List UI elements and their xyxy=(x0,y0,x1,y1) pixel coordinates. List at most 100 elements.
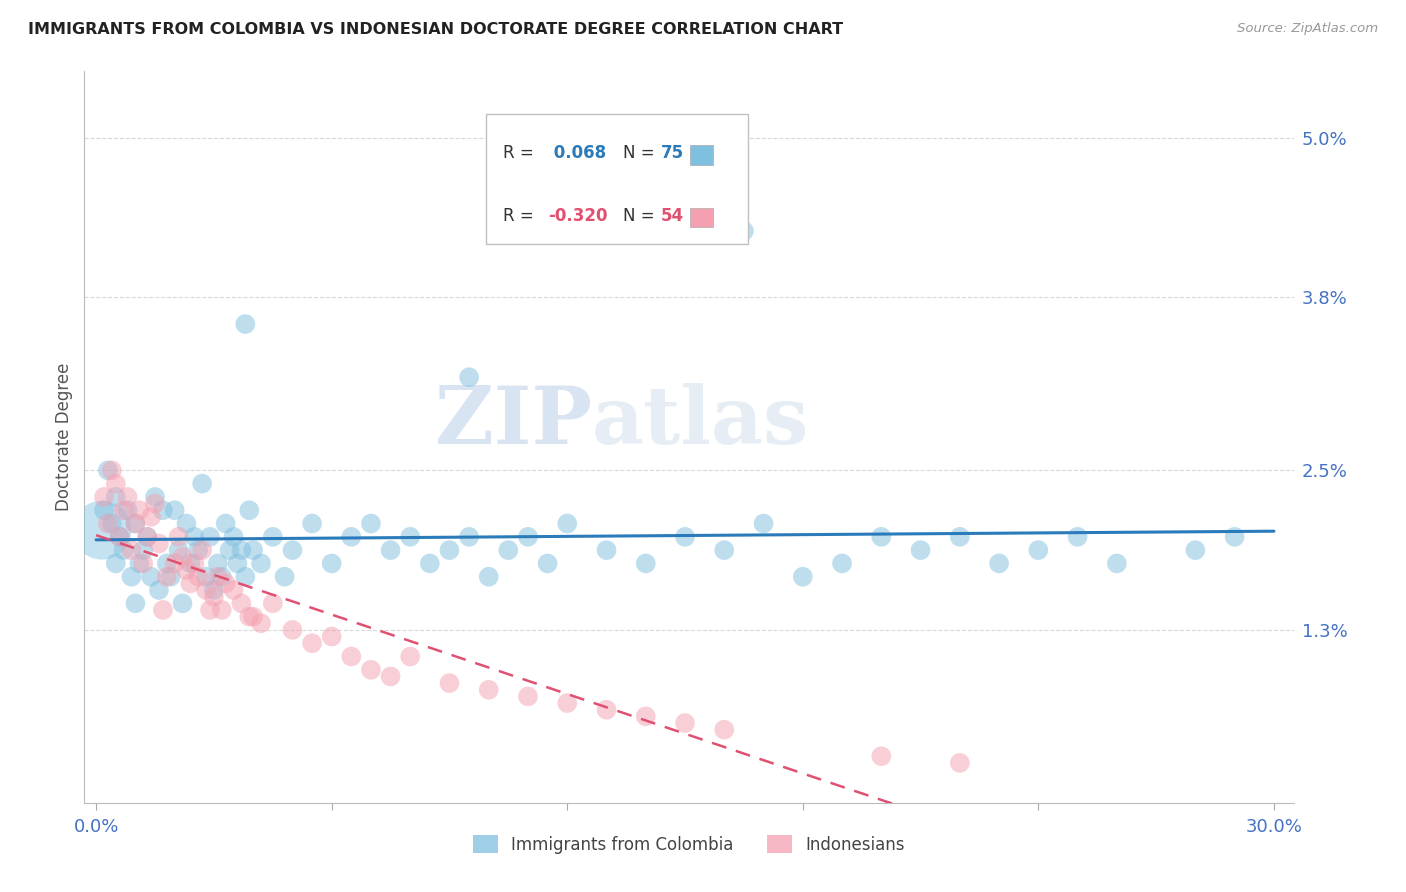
Point xyxy=(132,543,155,558)
Point xyxy=(262,596,284,610)
Point xyxy=(183,530,205,544)
Point xyxy=(439,676,461,690)
Point xyxy=(517,530,540,544)
Point xyxy=(360,516,382,531)
Point xyxy=(167,530,190,544)
Point xyxy=(478,682,501,697)
Point xyxy=(183,557,205,571)
Point xyxy=(233,317,256,331)
Point xyxy=(752,516,775,531)
Legend: Immigrants from Colombia, Indonesians: Immigrants from Colombia, Indonesians xyxy=(467,829,911,860)
Point xyxy=(380,669,402,683)
Point xyxy=(458,370,481,384)
Point xyxy=(231,596,253,610)
Point xyxy=(399,649,422,664)
Text: -0.320: -0.320 xyxy=(548,207,607,225)
Text: N =: N = xyxy=(623,145,659,162)
Point xyxy=(1028,543,1050,558)
Point xyxy=(281,623,304,637)
Point xyxy=(156,570,179,584)
Point xyxy=(321,557,343,571)
Point xyxy=(179,557,201,571)
Point xyxy=(340,530,363,544)
Point xyxy=(91,523,114,537)
Point xyxy=(163,503,186,517)
Point xyxy=(498,543,520,558)
Point xyxy=(536,557,558,571)
Point xyxy=(215,576,238,591)
Point xyxy=(910,543,932,558)
Point xyxy=(167,543,190,558)
Point xyxy=(97,463,120,477)
Point xyxy=(238,609,260,624)
Point xyxy=(713,723,735,737)
Point xyxy=(262,530,284,544)
Point xyxy=(148,536,170,550)
Point xyxy=(101,463,124,477)
Point xyxy=(226,557,249,571)
Point xyxy=(152,603,174,617)
Point xyxy=(555,516,578,531)
Point xyxy=(380,543,402,558)
Point xyxy=(108,530,131,544)
Point xyxy=(117,503,139,517)
Point xyxy=(176,563,198,577)
Point xyxy=(231,543,253,558)
Point xyxy=(124,516,146,531)
Point xyxy=(399,530,422,544)
Point xyxy=(673,530,696,544)
Point xyxy=(124,516,146,531)
Point xyxy=(595,543,617,558)
Point xyxy=(831,557,853,571)
Text: Source: ZipAtlas.com: Source: ZipAtlas.com xyxy=(1237,22,1378,36)
Point xyxy=(250,557,273,571)
Point xyxy=(143,490,166,504)
Point xyxy=(124,596,146,610)
Point xyxy=(242,609,264,624)
Point xyxy=(202,582,225,597)
Point xyxy=(152,503,174,517)
Point xyxy=(211,570,233,584)
Point xyxy=(121,570,143,584)
Text: atlas: atlas xyxy=(592,384,810,461)
Point xyxy=(360,663,382,677)
Point xyxy=(273,570,295,584)
Point xyxy=(517,690,540,704)
Point xyxy=(419,557,441,571)
Point xyxy=(191,476,214,491)
Point xyxy=(949,756,972,770)
Point xyxy=(128,557,150,571)
Point xyxy=(634,557,657,571)
Point xyxy=(108,530,131,544)
Point xyxy=(634,709,657,723)
Point xyxy=(93,490,115,504)
Text: IMMIGRANTS FROM COLOMBIA VS INDONESIAN DOCTORATE DEGREE CORRELATION CHART: IMMIGRANTS FROM COLOMBIA VS INDONESIAN D… xyxy=(28,22,844,37)
Point xyxy=(202,590,225,604)
Point xyxy=(988,557,1011,571)
Point xyxy=(128,503,150,517)
Point xyxy=(238,503,260,517)
Point xyxy=(139,570,162,584)
Point xyxy=(250,616,273,631)
Point xyxy=(207,557,229,571)
Point xyxy=(949,530,972,544)
Point xyxy=(163,557,186,571)
Point xyxy=(156,557,179,571)
Point xyxy=(207,570,229,584)
Point xyxy=(101,516,124,531)
Point xyxy=(136,530,159,544)
Point xyxy=(104,476,127,491)
Point xyxy=(104,557,127,571)
Point xyxy=(159,570,181,584)
Point xyxy=(215,516,238,531)
Point xyxy=(195,570,218,584)
Point xyxy=(340,649,363,664)
Point xyxy=(733,224,755,238)
Point xyxy=(97,516,120,531)
Point xyxy=(187,570,209,584)
Point xyxy=(93,503,115,517)
Point xyxy=(439,543,461,558)
Point xyxy=(148,582,170,597)
Point xyxy=(1105,557,1128,571)
Point xyxy=(104,490,127,504)
